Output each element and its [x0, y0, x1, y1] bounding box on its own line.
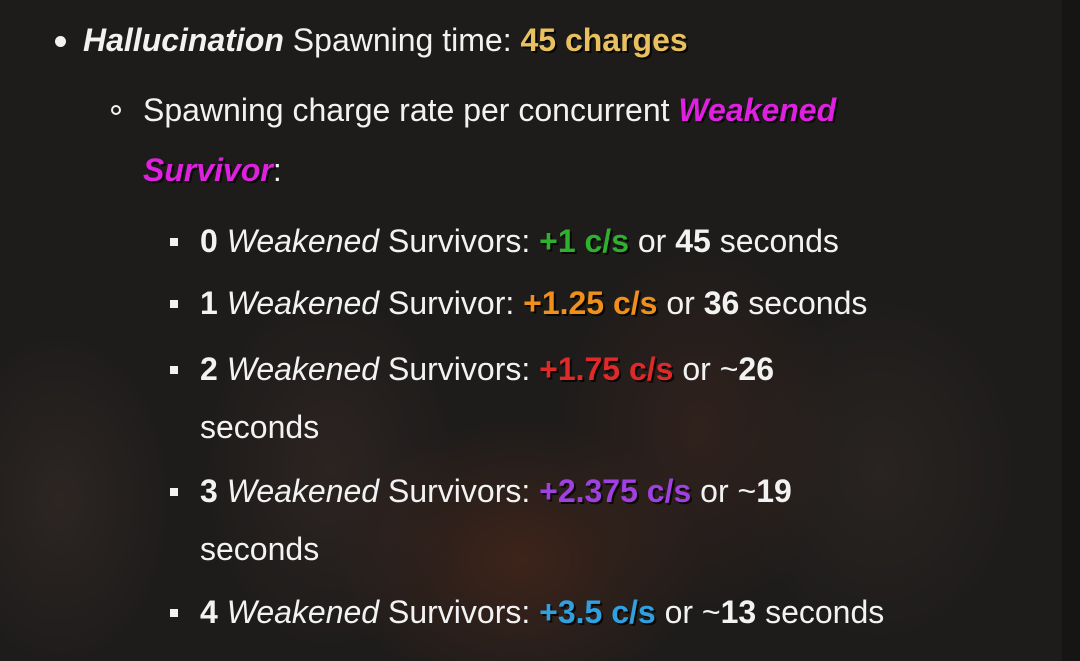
term: Weakened: [226, 351, 380, 387]
bullet-square: [170, 366, 178, 374]
bullet-square: [170, 609, 178, 617]
term: Weakened: [226, 594, 380, 630]
rate: +1.25 c/s: [523, 285, 658, 321]
bullet-circle: [111, 105, 121, 115]
label: Survivor:: [379, 285, 524, 321]
term: Weakened: [226, 473, 380, 509]
rate-row-1: 1 Weakened Survivor: +1.25 c/s or 36 sec…: [200, 283, 867, 323]
unit: seconds: [756, 594, 885, 630]
sub-item-rate-cont: Survivor:: [143, 150, 282, 190]
label: Survivors:: [379, 351, 540, 387]
count: 0: [200, 223, 218, 259]
time: 45: [675, 223, 711, 259]
count: 3: [200, 473, 218, 509]
label: Survivors:: [379, 223, 540, 259]
sub-item-rate: Spawning charge rate per concurrent Weak…: [143, 90, 836, 130]
label: Survivors:: [379, 594, 540, 630]
rate-row-4: 4 Weakened Survivors: +3.5 c/s or ~13 se…: [200, 592, 884, 632]
rate: +2.375 c/s: [539, 473, 692, 509]
label: Survivors:: [379, 473, 540, 509]
rate-row-0: 0 Weakened Survivors: +1 c/s or 45 secon…: [200, 221, 839, 261]
unit: seconds: [200, 409, 320, 445]
list-item-hallucination: Hallucination Spawning time: 45 charges: [83, 20, 688, 60]
rate-row-2: 2 Weakened Survivors: +1.75 c/s or ~26: [200, 349, 774, 389]
or: or: [628, 223, 676, 259]
time: 19: [756, 473, 792, 509]
unit: seconds: [739, 285, 868, 321]
rate: +3.5 c/s: [539, 594, 656, 630]
count: 4: [200, 594, 218, 630]
count: 1: [200, 285, 218, 321]
or: or ~: [691, 473, 757, 509]
bullet-disc: [55, 36, 66, 47]
value-charges: 45 charges: [520, 22, 688, 58]
term: Weakened: [226, 223, 380, 259]
time: 36: [703, 285, 740, 321]
colon: :: [272, 152, 282, 188]
term-hallucination: Hallucination: [83, 22, 284, 58]
time: 13: [720, 594, 757, 630]
term-weakened: Weakened: [678, 92, 837, 128]
bullet-square: [170, 238, 178, 246]
right-edge-shade: [1062, 0, 1080, 661]
unit: seconds: [710, 223, 839, 259]
rate-row-3-cont: seconds: [200, 529, 319, 569]
term: Weakened: [226, 285, 380, 321]
unit: seconds: [200, 531, 320, 567]
count: 2: [200, 351, 218, 387]
time: 26: [738, 351, 774, 387]
or: or: [657, 285, 704, 321]
bullet-square: [170, 488, 178, 496]
rate: +1.75 c/s: [539, 351, 674, 387]
label: Spawning time:: [283, 22, 521, 58]
or: or ~: [655, 594, 721, 630]
rate: +1 c/s: [539, 223, 629, 259]
sub-text: Spawning charge rate per concurrent: [143, 92, 679, 128]
or: or ~: [673, 351, 739, 387]
rate-row-2-cont: seconds: [200, 407, 319, 447]
term-survivor: Survivor: [143, 152, 273, 188]
bullet-square: [170, 300, 178, 308]
rate-row-3: 3 Weakened Survivors: +2.375 c/s or ~19: [200, 471, 792, 511]
